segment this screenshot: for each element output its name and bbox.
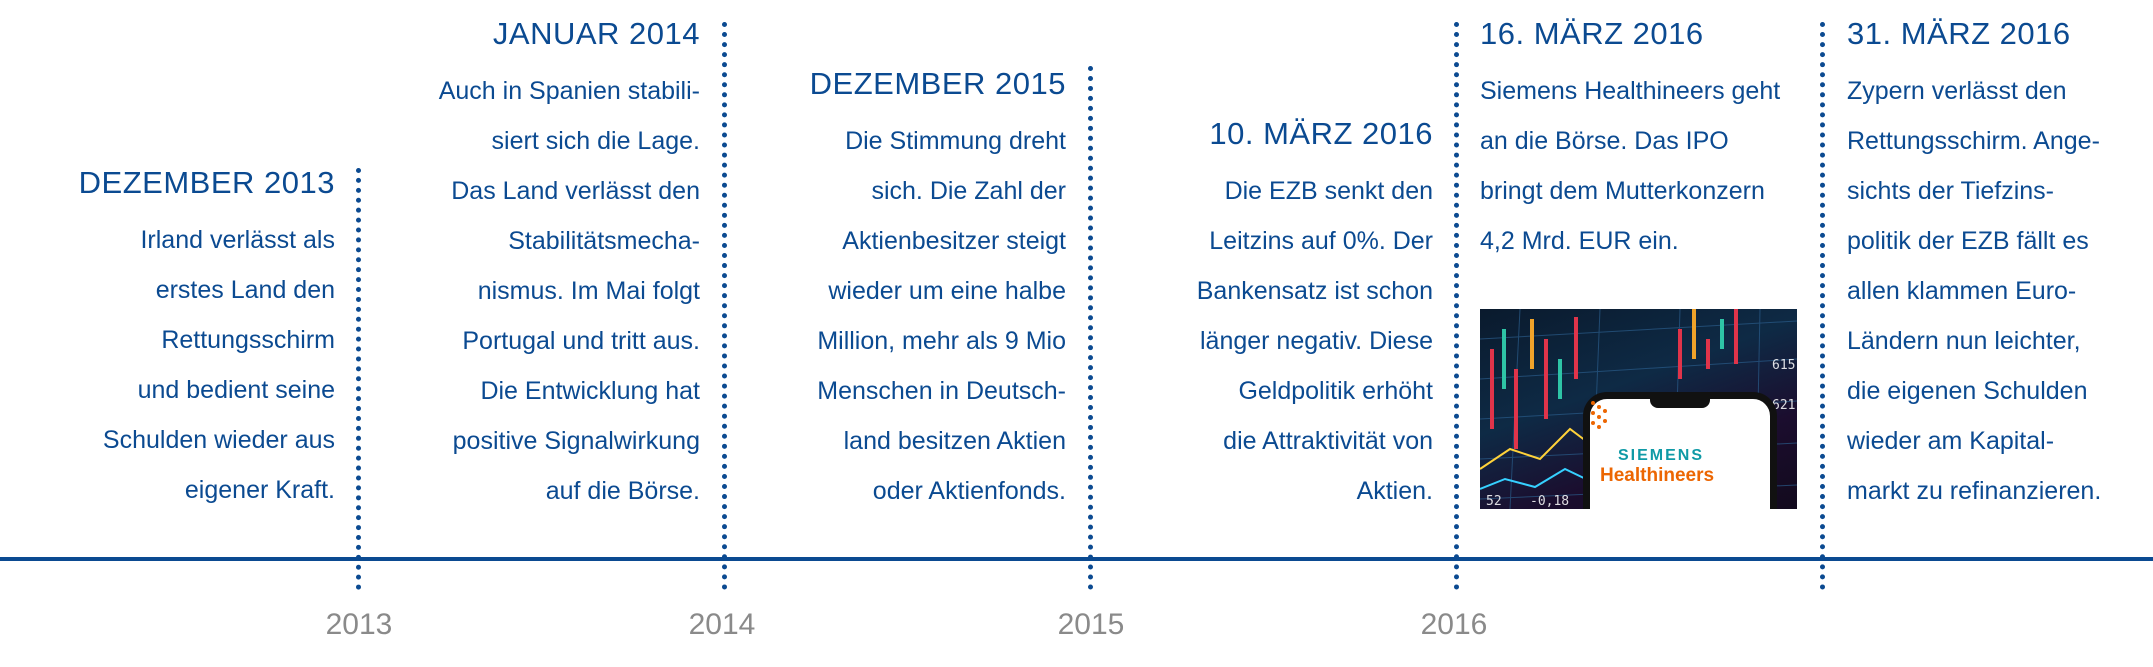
event-text-line: Portugal und tritt aus. [462,327,700,355]
year-label-2013: 2013 [325,608,393,641]
event-text-line: Irland verlässt als [140,226,335,254]
healthineers-dots-icon [1591,401,1607,429]
event-text-line: Stabilitätsmecha- [508,227,700,255]
smartphone-icon: SIEMENS Healthineers [1583,392,1777,509]
connector-maerz-31-2016 [1820,22,1825,590]
event-text: Die EZB senkt den Leitzins auf 0%. Der B… [1197,166,1433,516]
event-text-line: eigener Kraft. [184,476,335,504]
event-text-line: Zypern verlässt den [1847,77,2067,105]
event-text-line: Geldpolitik erhöht [1238,377,1433,405]
event-text: Auch in Spanien stabili- siert sich die … [439,66,700,516]
connector-dez-2013 [356,168,361,590]
event-dez-2013: DEZEMBER 2013 Irland verlässt als erstes… [79,165,335,515]
ticker-value: 615 [1772,358,1795,373]
event-text: Zypern verlässt den Rettungsschirm. Ange… [1847,66,2101,516]
event-text-line: markt zu refinanzieren. [1847,477,2102,505]
ipo-photo: 615 621 52 -0,18 SIEMENS Healthineers [1480,309,1797,509]
event-text: Die Stimmung dreht sich. Die Zahl der Ak… [810,116,1066,516]
event-date: DEZEMBER 2013 [78,165,335,200]
event-text: Irland verlässt als erstes Land den Rett… [79,215,335,515]
ticker-value: -0,18 [1530,494,1569,509]
year-label-2015: 2015 [1057,608,1125,641]
event-text-line: sich. Die Zahl der [871,177,1066,205]
event-text-line: wieder am Kapital- [1847,427,2055,455]
event-text: Siemens Healthineers geht an die Börse. … [1480,66,1780,266]
event-text-line: Die EZB senkt den [1224,177,1433,205]
event-text-line: wieder um eine halbe [828,277,1066,305]
event-date: JANUAR 2014 [492,16,700,51]
stock-chart-background: 615 621 52 -0,18 [1480,309,1797,509]
event-text-line: Leitzins auf 0%. Der [1209,227,1433,255]
event-text-line: Ländern nun leichter, [1847,327,2081,355]
siemens-logo-text: SIEMENS [1618,447,1705,464]
event-text-line: allen klammen Euro- [1847,277,2077,305]
event-text-line: siert sich die Lage. [491,127,700,155]
event-text-line: Schulden wieder aus [102,426,335,454]
phone-notch [1650,398,1710,408]
event-text-line: Die Stimmung dreht [845,127,1066,155]
event-text-line: politik der EZB fällt es [1847,227,2089,255]
event-text-line: oder Aktienfonds. [872,477,1066,505]
event-maerz-10-2016: 10. MÄRZ 2016 Die EZB senkt den Leitzins… [1197,116,1433,516]
event-text-line: Siemens Healthineers geht [1480,77,1781,105]
event-text-line: 4,2 Mrd. EUR ein. [1480,227,1679,255]
event-text-line: positive Signalwirkung [452,427,700,455]
event-jan-2014: JANUAR 2014 Auch in Spanien stabili- sie… [439,16,700,516]
event-text-line: an die Börse. Das IPO [1480,127,1729,155]
event-text-line: Die Entwicklung hat [480,377,700,405]
event-date: 31. MÄRZ 2016 [1847,16,2071,51]
event-text-line: Aktien. [1356,477,1433,505]
event-text-line: Auch in Spanien stabili- [438,77,700,105]
event-text-line: Das Land verlässt den [451,177,700,205]
event-text-line: Rettungsschirm. Ange- [1847,127,2100,155]
event-maerz-31-2016: 31. MÄRZ 2016 Zypern verlässt den Rettun… [1847,16,2101,516]
event-text-line: land besitzen Aktien [843,427,1066,455]
year-label-2016: 2016 [1420,608,1488,641]
event-text-line: die eigenen Schulden [1847,377,2088,405]
event-text-line: nismus. Im Mai folgt [477,277,700,305]
event-text-line: und bedient seine [137,376,335,404]
event-date: DEZEMBER 2015 [809,66,1066,101]
event-text-line: erstes Land den [155,276,335,304]
event-text-line: länger negativ. Diese [1199,327,1433,355]
connector-maerz-10-2016 [1454,22,1459,590]
timeline-axis [0,557,2153,561]
event-text-line: die Attraktivität von [1223,427,1433,455]
event-text-line: Million, mehr als 9 Mio [817,327,1066,355]
event-text-line: bringt dem Mutterkonzern [1480,177,1765,205]
event-text-line: auf die Börse. [545,477,700,505]
event-dez-2015: DEZEMBER 2015 Die Stimmung dreht sich. D… [810,66,1066,516]
event-text-line: Bankensatz ist schon [1196,277,1433,305]
event-text-line: Menschen in Deutsch- [817,377,1066,405]
connector-dez-2015 [1088,66,1093,590]
event-maerz-16-2016: 16. MÄRZ 2016 Siemens Healthineers geht … [1480,16,1780,266]
connector-jan-2014 [722,22,727,590]
ticker-value: 621 [1772,398,1795,413]
event-text-line: Rettungsschirm [161,326,335,354]
event-text-line: sichts der Tiefzins- [1847,177,2055,205]
ticker-value: 52 [1486,494,1502,509]
event-date: 16. MÄRZ 2016 [1480,16,1704,51]
year-label-2014: 2014 [688,608,756,641]
event-date: 10. MÄRZ 2016 [1209,116,1433,151]
healthineers-logo-text: Healthineers [1600,465,1715,486]
event-text-line: Aktienbesitzer steigt [842,227,1066,255]
